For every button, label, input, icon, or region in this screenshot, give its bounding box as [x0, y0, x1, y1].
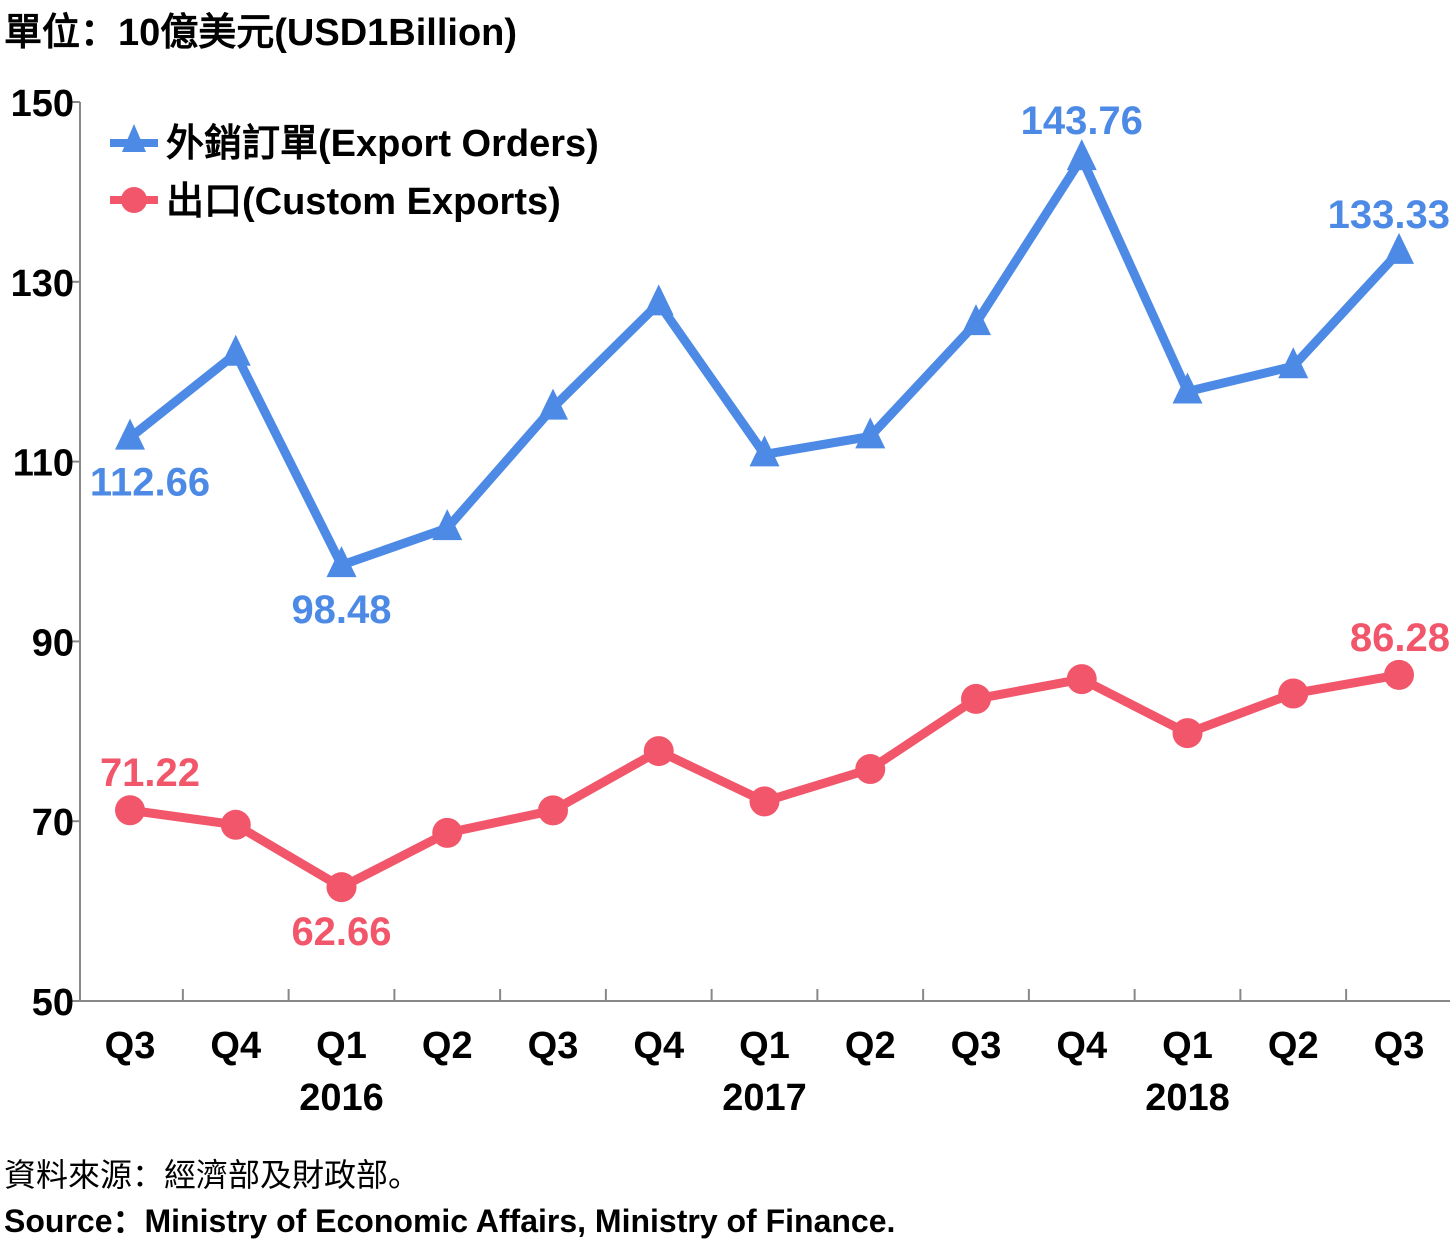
- data-label: 133.33: [1328, 193, 1450, 237]
- x-tick-label: Q3: [528, 1025, 579, 1067]
- y-tick-label: 70: [32, 802, 74, 844]
- x-tick-label: Q3: [951, 1025, 1002, 1067]
- data-label: 71.22: [100, 751, 200, 795]
- triangle-marker-icon: [122, 124, 146, 152]
- data-label: 86.28: [1350, 616, 1450, 660]
- data-point-circle: [961, 683, 991, 714]
- data-point-circle: [643, 736, 674, 767]
- x-tick-label: Q2: [845, 1025, 896, 1067]
- y-tick-label: 50: [32, 982, 74, 1024]
- year-label: 2016: [299, 1077, 384, 1119]
- data-point-triangle: [1384, 232, 1414, 264]
- data-point-circle: [538, 795, 568, 826]
- legend-label-custom-exports: 出口(Custom Exports): [166, 181, 561, 223]
- data-point-circle: [432, 817, 463, 848]
- x-tick-label: Q2: [422, 1025, 473, 1067]
- source-en: Source：Ministry of Economic Affairs, Min…: [4, 1203, 895, 1239]
- data-point-triangle: [961, 304, 991, 336]
- y-axis-ticks: 50 70 90 110 130 150: [11, 83, 80, 1024]
- data-point-circle: [1384, 659, 1414, 690]
- data-point-triangle: [326, 546, 357, 578]
- data-labels: 112.66 98.48 143.76 133.33 71.22 62.66 86.28: [90, 99, 1450, 954]
- legend-item-custom-exports: 出口(Custom Exports): [110, 181, 561, 223]
- legend: 外銷訂單(Export Orders) 出口(Custom Exports): [110, 123, 599, 223]
- y-tick-label: 150: [11, 83, 74, 125]
- data-point-triangle: [1066, 139, 1097, 171]
- data-point-circle: [220, 809, 251, 840]
- x-tick-label: Q1: [316, 1025, 367, 1067]
- data-point-triangle: [855, 417, 886, 449]
- data-point-triangle: [432, 509, 463, 541]
- x-tick-label: Q4: [1056, 1025, 1107, 1067]
- data-point-triangle: [1278, 347, 1309, 379]
- data-point-triangle: [643, 284, 674, 316]
- data-point-circle: [749, 786, 780, 817]
- x-tick-label: Q2: [1268, 1025, 1319, 1067]
- data-label: 112.66: [90, 461, 210, 505]
- series-layer: [115, 139, 1414, 903]
- legend-label-export-orders: 外銷訂單(Export Orders): [166, 123, 599, 165]
- data-label: 62.66: [291, 910, 391, 954]
- legend-item-export-orders: 外銷訂單(Export Orders): [110, 123, 599, 165]
- data-label: 143.76: [1021, 99, 1143, 143]
- y-tick-label: 110: [13, 443, 74, 485]
- data-point-circle: [1172, 718, 1203, 749]
- series-line-1: [129, 670, 1400, 892]
- year-label: 2018: [1145, 1077, 1230, 1119]
- data-point-triangle: [1172, 372, 1203, 404]
- data-point-triangle: [115, 418, 145, 450]
- data-point-circle: [1278, 678, 1309, 709]
- year-label: 2017: [722, 1077, 807, 1119]
- unit-label: 單位：10億美元(USD1Billion): [4, 12, 517, 54]
- data-label: 98.48: [291, 588, 391, 632]
- data-point-circle: [326, 872, 357, 903]
- data-point-triangle: [220, 334, 251, 366]
- y-tick-label: 90: [32, 622, 74, 664]
- data-point-triangle: [538, 388, 568, 420]
- x-tick-label: Q4: [210, 1025, 261, 1067]
- x-tick-label: Q4: [633, 1025, 684, 1067]
- x-tick-label: Q3: [1374, 1025, 1425, 1067]
- data-point-triangle: [749, 435, 780, 467]
- x-tick-label: Q1: [739, 1025, 790, 1067]
- x-tick-label: Q3: [105, 1025, 156, 1067]
- x-tick-label: Q1: [1162, 1025, 1213, 1067]
- data-point-circle: [1066, 664, 1097, 695]
- x-axis-ticks: Q3 Q4 Q1 Q2 Q3 Q4 Q1 Q2 Q3 Q4 Q1 Q2 Q3 2016 2017 2018: [105, 989, 1425, 1119]
- data-point-circle: [115, 795, 145, 826]
- y-tick-label: 130: [11, 263, 74, 305]
- source-zh: 資料來源：經濟部及財政部。: [4, 1157, 420, 1193]
- axes: [79, 102, 1450, 1002]
- circle-marker-icon: [121, 187, 147, 213]
- data-point-circle: [855, 754, 886, 785]
